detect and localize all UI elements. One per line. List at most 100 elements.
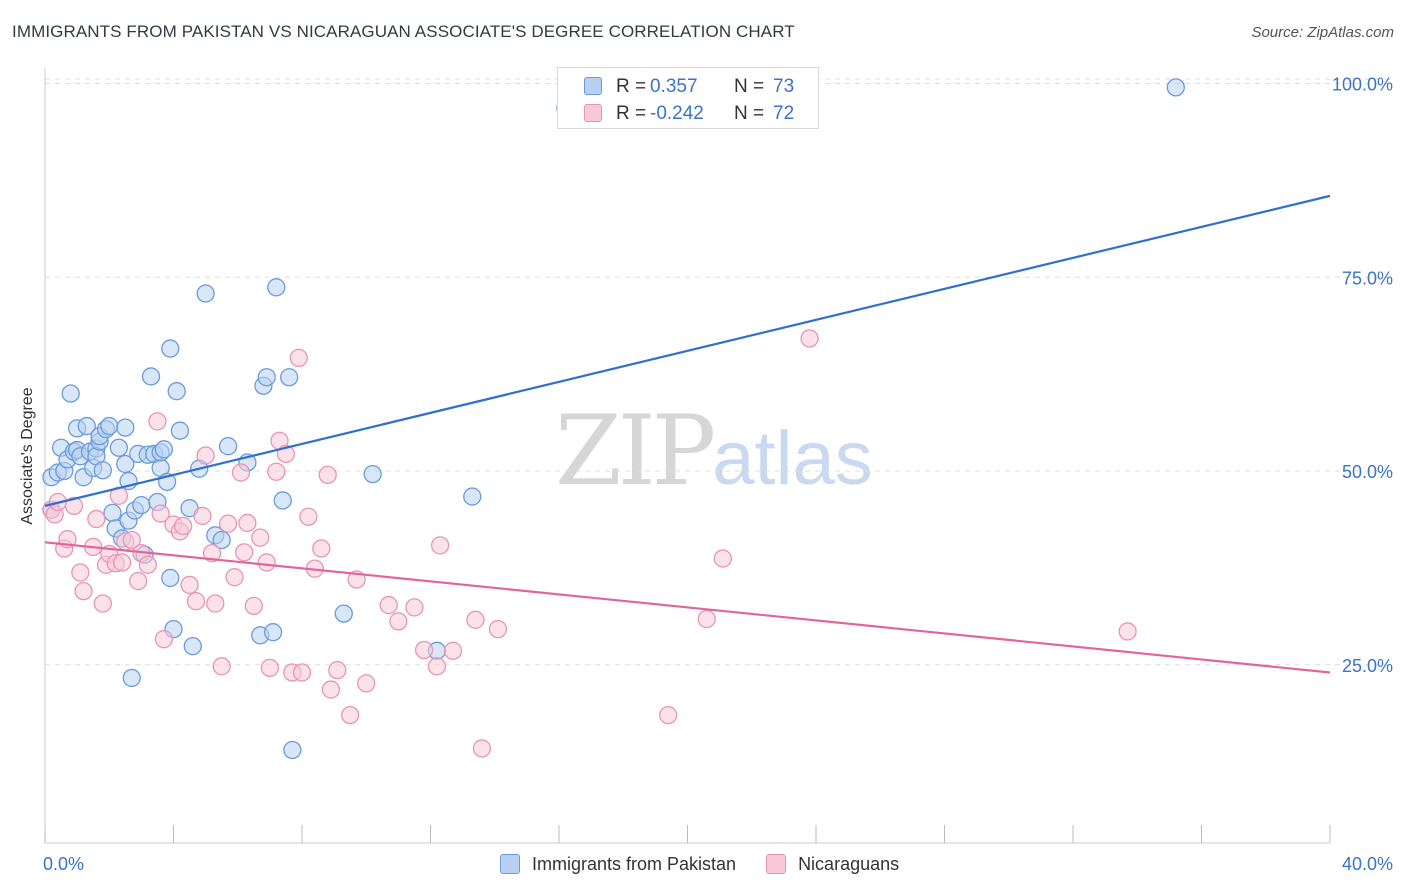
point-nicaraguan [405,598,424,617]
point-nicaraguan [193,506,212,526]
legend-swatch-blue [500,854,520,874]
point-pakistan [122,668,141,688]
x-tick-label-max: 40.0% [1342,854,1393,874]
legend-row-pakistan: R = 0.357 N = 73 [558,74,818,100]
point-pakistan [183,637,202,656]
legend-row-nicaraguans: R = -0.242 N = 72 [558,101,818,127]
point-nicaraguan [154,630,174,649]
point-nicaraguan [800,329,819,348]
point-pakistan-group [42,78,1185,760]
point-nicaraguan [218,514,238,533]
point-nicaraguan [260,658,280,677]
point-nicaraguan-group [42,329,1137,758]
point-nicaraguan [341,705,360,725]
point-nicaraguan [196,446,215,465]
point-nicaraguan [206,594,225,613]
legend-n-label: N = [734,76,765,97]
point-nicaraguan [312,539,331,558]
legend-r-value: -0.242 [650,103,704,124]
point-nicaraguan [466,610,485,629]
point-nicaraguan [212,657,231,676]
point-pakistan [61,384,80,403]
point-pakistan [273,491,292,510]
point-nicaraguan [430,536,450,555]
point-nicaraguan [225,568,244,587]
legend-swatch-pink [766,854,787,874]
point-pakistan [116,418,135,437]
point-nicaraguan [257,553,276,572]
point-pakistan [1166,78,1185,97]
legend-n-label: N = [734,103,765,124]
point-nicaraguan [251,528,270,547]
trendline-pakistan [44,194,1331,507]
point-nicaraguan [443,641,463,660]
point-pakistan [93,461,112,480]
point-pakistan [212,530,231,550]
y-tick-label: 50.0% [1342,462,1393,482]
point-pakistan [196,284,215,303]
point-nicaraguan [231,463,251,482]
legend-label-nicaraguans: Nicaraguans [798,853,900,874]
series-legend: Immigrants from Pakistan Nicaraguans [500,852,929,876]
point-pakistan [77,416,96,436]
legend-n-value: 73 [773,76,795,97]
point-pakistan [103,503,122,522]
point-nicaraguan [148,412,167,431]
point-nicaraguan [267,462,286,481]
point-nicaraguan [238,513,257,533]
correlation-legend: R = 0.357 N = 73 R = -0.242 N = 72 [557,67,819,129]
point-pakistan [132,495,151,515]
point-pakistan [283,740,302,760]
legend-item-nicaraguans[interactable]: Nicaraguans [766,854,899,875]
point-nicaraguan [180,575,199,595]
legend-swatch-blue [584,77,602,95]
point-nicaraguan [379,595,398,615]
point-pakistan [100,416,119,436]
point-nicaraguan [321,680,341,699]
legend-n-value: 72 [773,103,795,124]
watermark-atlas: atlas [712,416,873,501]
point-nicaraguan [472,739,492,758]
watermark-zip: ZIP [555,395,716,507]
point-pakistan [161,339,180,358]
point-nicaraguan [235,543,254,562]
point-pakistan [154,440,174,459]
point-pakistan [109,438,129,457]
point-nicaraguan [129,571,148,591]
point-pakistan [279,368,299,387]
point-pakistan [263,623,283,642]
legend-r-label: R = [616,103,647,124]
point-pakistan [218,437,238,456]
point-nicaraguan [87,509,106,529]
point-pakistan [141,367,161,386]
y-tick-label: 25.0% [1342,656,1393,676]
y-tick-label: 75.0% [1342,268,1393,288]
point-pakistan [463,487,482,506]
point-nicaraguan [1118,622,1137,641]
point-nicaraguan [318,465,337,485]
legend-item-pakistan[interactable]: Immigrants from Pakistan [500,854,736,875]
point-nicaraguan [289,348,308,368]
chart-title: IMMIGRANTS FROM PAKISTAN VS NICARAGUAN A… [12,22,795,41]
point-nicaraguan [713,549,732,568]
point-nicaraguan [659,705,678,725]
point-nicaraguan [427,657,447,676]
point-pakistan [161,568,180,588]
point-nicaraguan [202,544,222,563]
point-nicaraguan [186,592,206,611]
trendline-nicaraguan [44,541,1331,674]
legend-r-value: 0.357 [650,76,698,97]
point-pakistan [267,278,286,297]
point-nicaraguan [244,596,263,615]
point-pakistan [170,421,190,440]
point-nicaraguan [328,661,347,680]
point-pakistan [257,368,276,387]
x-tick-label-min: 0.0% [43,854,84,874]
point-pakistan [363,464,382,484]
point-nicaraguan [173,516,193,536]
point-nicaraguan [138,555,157,574]
legend-swatch-pink [584,104,602,122]
legend-r-label: R = [616,76,647,97]
point-nicaraguan [151,504,170,523]
point-nicaraguan [488,619,508,639]
